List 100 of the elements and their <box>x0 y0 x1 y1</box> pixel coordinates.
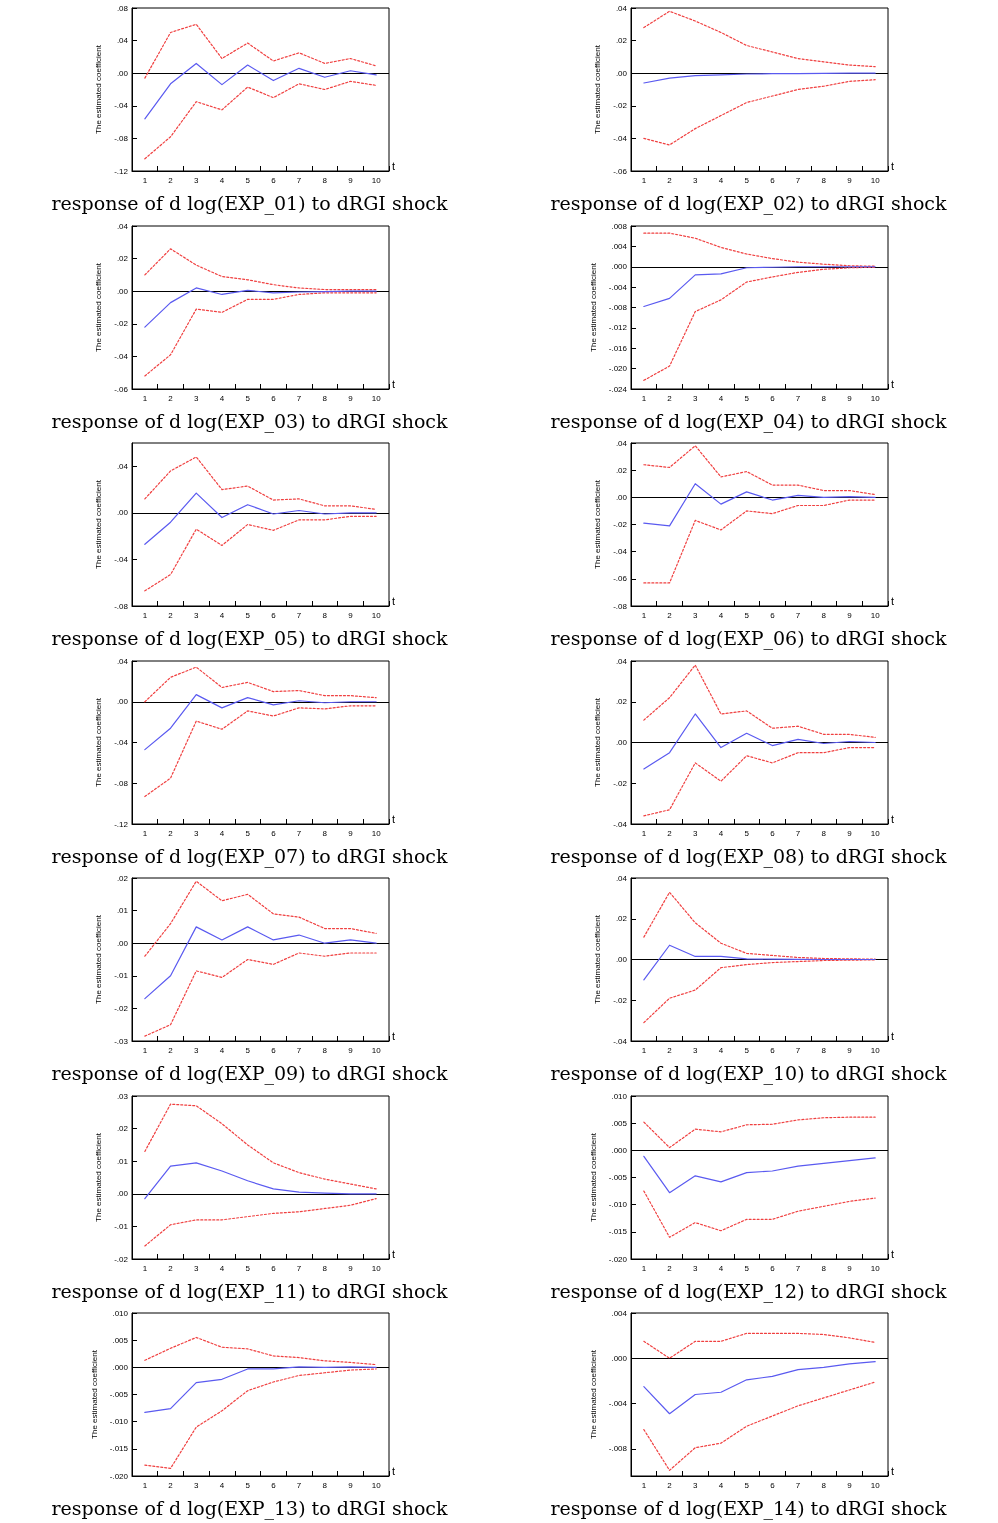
x-tick-label: 5 <box>245 1045 251 1055</box>
text: response of d log(EXP_06) to dRGI shock <box>550 626 947 650</box>
y-tick-label: .01 <box>116 1156 129 1166</box>
y-tick-label: -.08 <box>613 601 628 611</box>
x-tick-label: 6 <box>271 1263 277 1272</box>
x-tick-label: 7 <box>795 1480 801 1490</box>
y-axis-title: The estimated coefficient <box>93 261 103 352</box>
y-tick-label: .02 <box>615 465 628 475</box>
text: response of d log(EXP_14) to dRGI shock <box>550 1496 947 1520</box>
x-tick-label: 9 <box>348 175 354 185</box>
y-tick-label: -.015 <box>608 1226 628 1236</box>
text: response of d log(EXP_05) to dRGI shock <box>51 626 448 650</box>
x-axis-title: t <box>891 1464 895 1477</box>
x-tick-label: 2 <box>168 175 174 185</box>
x-tick-label: 2 <box>168 393 174 402</box>
x-tick-label: 7 <box>795 175 801 185</box>
x-tick-label: 9 <box>348 393 354 402</box>
x-tick-label: 8 <box>322 828 328 837</box>
y-tick-label: -.02 <box>114 1254 129 1263</box>
y-tick-label: -.012 <box>608 322 628 332</box>
x-tick-label: 4 <box>219 610 225 620</box>
x-tick-label: 2 <box>667 1480 673 1490</box>
y-tick-label: -.08 <box>114 133 129 143</box>
y-tick-label: .010 <box>112 1308 129 1318</box>
x-tick-label: 3 <box>693 393 699 402</box>
x-tick-label: 4 <box>219 828 225 837</box>
x-axis-title: t <box>891 1247 895 1259</box>
x-tick-label: 7 <box>795 610 801 620</box>
x-axis-title: t <box>392 377 396 389</box>
x-tick-label: 7 <box>296 1263 302 1272</box>
x-tick-label: 3 <box>693 1045 699 1055</box>
y-tick-label: -.004 <box>608 1399 628 1409</box>
y-tick-label: .04 <box>116 656 129 665</box>
y-tick-label: -.020 <box>109 1471 129 1481</box>
y-axis-title: The estimated coefficient <box>592 914 602 1004</box>
y-tick-label: -.12 <box>114 166 129 176</box>
x-tick-label: 1 <box>142 1045 148 1055</box>
x-tick-label: 6 <box>770 175 776 185</box>
x-tick-label: 9 <box>847 1480 853 1490</box>
y-tick-label: .00 <box>116 68 129 78</box>
y-axis-title: The estimated coefficient <box>93 44 103 134</box>
x-tick-label: 4 <box>219 175 225 185</box>
x-tick-label: 7 <box>795 828 801 837</box>
y-tick-label: .010 <box>611 1091 628 1100</box>
y-tick-label: .08 <box>116 3 129 13</box>
y-tick-label: -.04 <box>114 101 129 111</box>
x-tick-label: 5 <box>744 175 750 185</box>
y-tick-label: -.010 <box>109 1417 129 1427</box>
x-tick-label: 8 <box>821 1263 827 1272</box>
x-tick-label: 6 <box>271 393 277 402</box>
y-tick-label: -.04 <box>114 737 129 747</box>
x-tick-label: 6 <box>271 1480 277 1490</box>
x-tick-label: 6 <box>271 828 277 837</box>
x-tick-label: 5 <box>744 828 750 837</box>
x-tick-label: 2 <box>168 1045 174 1055</box>
y-tick-label: .04 <box>116 221 129 230</box>
x-tick-label: 4 <box>219 393 225 402</box>
x-tick-label: 1 <box>142 828 148 837</box>
y-tick-label: -.024 <box>608 384 628 393</box>
text: response of d log(EXP_08) to dRGI shock <box>550 844 947 867</box>
x-tick-label: 8 <box>821 175 827 185</box>
x-tick-label: 10 <box>870 175 881 185</box>
y-tick-label: -.004 <box>608 282 628 292</box>
x-axis-title: t <box>392 594 396 607</box>
x-tick-label: 8 <box>322 393 328 402</box>
x-axis-title: t <box>891 594 895 607</box>
x-axis-title: t <box>891 812 895 824</box>
x-tick-label: 4 <box>219 1263 225 1272</box>
x-tick-label: 3 <box>194 1045 200 1055</box>
x-tick-label: 1 <box>142 610 148 620</box>
x-tick-label: 1 <box>641 828 647 837</box>
y-axis-title: The estimated coefficient <box>93 1131 103 1222</box>
x-tick-label: 7 <box>296 175 302 185</box>
x-tick-label: 5 <box>744 1263 750 1272</box>
y-tick-label: .04 <box>615 873 628 883</box>
x-tick-label: 1 <box>641 610 647 620</box>
x-tick-label: 1 <box>641 1045 647 1055</box>
y-tick-label: .000 <box>611 1353 628 1363</box>
y-axis-title: The estimated coefficient <box>592 696 602 787</box>
y-tick-label: .04 <box>116 36 129 46</box>
x-tick-label: 6 <box>271 1045 277 1055</box>
y-tick-label: -.015 <box>109 1444 129 1454</box>
x-tick-label: 6 <box>770 1263 776 1272</box>
x-axis-title: t <box>392 1029 396 1042</box>
text: response of d log(EXP_07) to dRGI shock <box>51 844 448 867</box>
x-tick-label: 2 <box>667 393 673 402</box>
x-tick-label: 8 <box>821 828 827 837</box>
x-tick-label: 3 <box>194 1263 200 1272</box>
x-tick-label: 2 <box>667 1045 673 1055</box>
x-tick-label: 4 <box>718 828 724 837</box>
x-tick-label: 6 <box>271 175 277 185</box>
x-axis-title: t <box>392 1247 396 1259</box>
x-tick-label: 8 <box>821 393 827 402</box>
x-tick-label: 7 <box>296 1480 302 1490</box>
y-tick-label: -.01 <box>114 971 129 981</box>
x-tick-label: 8 <box>821 610 827 620</box>
y-tick-label: .00 <box>116 696 129 706</box>
x-tick-label: 5 <box>245 393 251 402</box>
y-tick-label: -.016 <box>608 343 628 353</box>
x-tick-label: 8 <box>322 1263 328 1272</box>
